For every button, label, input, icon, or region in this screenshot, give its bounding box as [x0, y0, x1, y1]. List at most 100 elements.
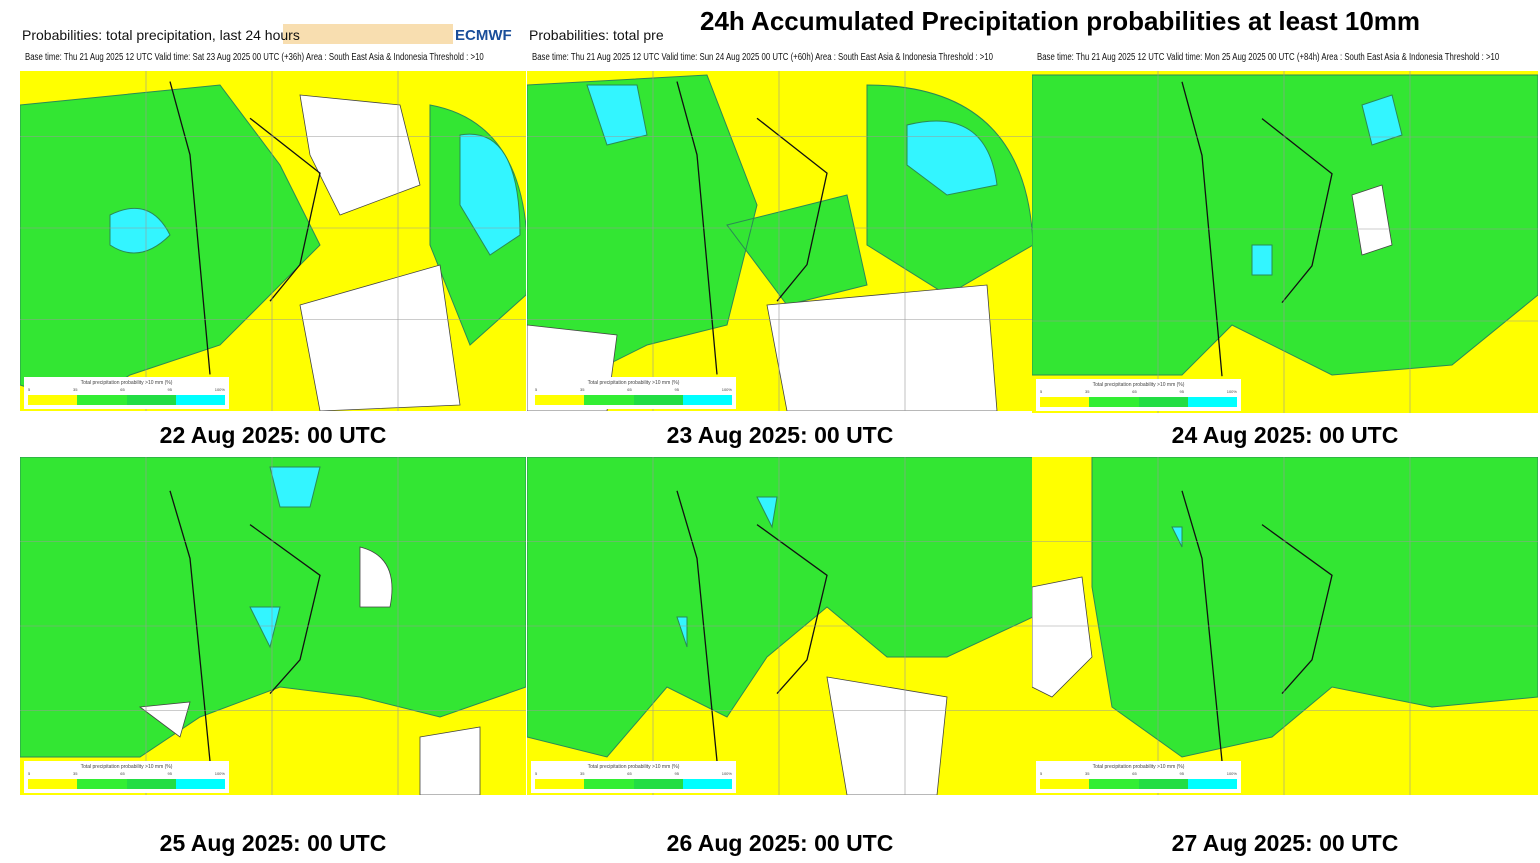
panel-header-text: Base time: Thu 21 Aug 2025 12 UTC Valid …: [25, 52, 484, 63]
legend-tick: 35: [1085, 771, 1090, 776]
legend-swatch: [28, 779, 78, 789]
cyan-probability-area: [249, 466, 321, 649]
legend-tick: 95: [674, 771, 679, 776]
legend-swatch: [1089, 397, 1139, 407]
product-label: Probabilities: total precipitation, last…: [22, 27, 300, 43]
legend-swatch: [633, 779, 683, 789]
legend-swatch: [1187, 779, 1237, 789]
green-probability-area: [1091, 457, 1538, 758]
legend-swatch: [1187, 397, 1237, 407]
color-legend: Total precipitation probability >10 mm (…: [24, 377, 229, 409]
legend-swatch: [682, 779, 732, 789]
cyan-probability-area: [109, 133, 521, 256]
legend-tick: 65: [627, 771, 632, 776]
legend-title: Total precipitation probability >10 mm (…: [587, 764, 680, 770]
legend-swatch: [1138, 397, 1188, 407]
low-probability-area: [1032, 576, 1093, 698]
legend-swatch: [28, 395, 78, 405]
legend-swatch: [535, 395, 585, 405]
legend-tick: 65: [120, 387, 125, 392]
legend-swatch: [633, 395, 683, 405]
legend-tick: 65: [627, 387, 632, 392]
legend-tick: 95: [1179, 389, 1184, 394]
panel-date-caption: 25 Aug 2025: 00 UTC: [159, 830, 387, 856]
legend-title: Total precipitation probability >10 mm (…: [80, 764, 173, 770]
legend-swatch: [175, 779, 225, 789]
legend-tick: 5: [28, 387, 31, 392]
legend-title: Total precipitation probability >10 mm (…: [1092, 764, 1185, 770]
product-label-truncated: Probabilities: total prec: [529, 27, 664, 43]
panel-date-caption: 27 Aug 2025: 00 UTC: [1171, 830, 1399, 856]
legend-swatch: [1089, 779, 1139, 789]
low-probability-area: [138, 546, 481, 795]
legend-tick: 65: [120, 771, 125, 776]
legend-swatch: [77, 779, 127, 789]
legend-tick: 5: [1040, 771, 1043, 776]
legend-tick: 5: [28, 771, 31, 776]
panel-header: Base time: Thu 21 Aug 2025 12 UTC Valid …: [1032, 45, 1538, 71]
legend-swatch: [1040, 397, 1090, 407]
legend-tick: 35: [580, 771, 585, 776]
cyan-probability-area: [676, 496, 778, 648]
legend-tick: 35: [1085, 389, 1090, 394]
legend-tick: 100%: [214, 771, 225, 776]
low-probability-area: [1351, 184, 1393, 256]
legend-swatch: [175, 395, 225, 405]
cyan-probability-area: [1171, 526, 1183, 548]
panel-header: Base time: Thu 21 Aug 2025 12 UTC Valid …: [527, 45, 1033, 71]
legend-tick: 95: [674, 387, 679, 392]
panel-date-caption: 26 Aug 2025: 00 UTC: [666, 830, 894, 856]
forecast-map-panel: Base time: Thu 21 Aug 2025 12 UTC Valid …: [20, 45, 526, 411]
panel-header-text: Base time: Thu 21 Aug 2025 12 UTC Valid …: [1037, 52, 1500, 63]
legend-swatch: [1040, 779, 1090, 789]
panel-date-caption: 23 Aug 2025: 00 UTC: [666, 422, 894, 448]
legend-swatch: [1138, 779, 1188, 789]
probability-map: [527, 45, 1033, 411]
forecast-map-panel: Total precipitation probability >10 mm (…: [20, 457, 526, 795]
probability-map: [20, 457, 526, 795]
legend-tick: 100%: [721, 771, 732, 776]
probability-map: [1032, 457, 1538, 795]
legend-title: Total precipitation probability >10 mm (…: [587, 380, 680, 386]
legend-tick: 100%: [721, 387, 732, 392]
legend-tick: 65: [1132, 389, 1137, 394]
legend-tick: 35: [73, 771, 78, 776]
legend-tick: 35: [73, 387, 78, 392]
legend-tick: 65: [1132, 771, 1137, 776]
legend-tick: 95: [167, 387, 172, 392]
probability-map: [1032, 45, 1538, 413]
legend-title: Total precipitation probability >10 mm (…: [1092, 382, 1185, 388]
legend-swatch: [126, 779, 176, 789]
legend-tick: 100%: [1226, 389, 1237, 394]
green-probability-area: [1032, 74, 1538, 376]
legend-swatch: [77, 395, 127, 405]
forecast-map-panel: Base time: Thu 21 Aug 2025 12 UTC Valid …: [1032, 45, 1538, 413]
forecast-map-panel: Total precipitation probability >10 mm (…: [527, 457, 1033, 795]
cyan-probability-area: [1251, 94, 1403, 276]
legend-tick: 95: [1179, 771, 1184, 776]
panel-date-caption: 24 Aug 2025: 00 UTC: [1171, 422, 1399, 448]
low-probability-area: [826, 676, 948, 795]
legend-swatch: [682, 395, 732, 405]
color-legend: Total precipitation probability >10 mm (…: [1036, 761, 1241, 793]
panel-header: Base time: Thu 21 Aug 2025 12 UTC Valid …: [20, 45, 526, 71]
cyan-probability-area: [586, 84, 998, 196]
legend-swatch: [535, 779, 585, 789]
probability-map: [527, 457, 1033, 795]
color-legend: Total precipitation probability >10 mm (…: [24, 761, 229, 793]
panel-date-caption: 22 Aug 2025: 00 UTC: [159, 422, 387, 448]
legend-tick: 35: [580, 387, 585, 392]
color-legend: Total precipitation probability >10 mm (…: [531, 377, 736, 409]
green-probability-area: [527, 457, 1033, 758]
ecmwf-logo: ECMWF: [455, 27, 512, 44]
legend-swatch: [584, 779, 634, 789]
legend-tick: 100%: [214, 387, 225, 392]
forecast-map-panel: Total precipitation probability >10 mm (…: [1032, 457, 1538, 795]
panel-header-text: Base time: Thu 21 Aug 2025 12 UTC Valid …: [532, 52, 993, 63]
legend-tick: 95: [167, 771, 172, 776]
main-title: 24h Accumulated Precipitation probabilit…: [700, 6, 1421, 36]
forecast-map-panel: Base time: Thu 21 Aug 2025 12 UTC Valid …: [527, 45, 1033, 411]
legend-tick: 5: [535, 771, 538, 776]
low-probability-area: [527, 284, 998, 411]
legend-tick: 5: [1040, 389, 1043, 394]
